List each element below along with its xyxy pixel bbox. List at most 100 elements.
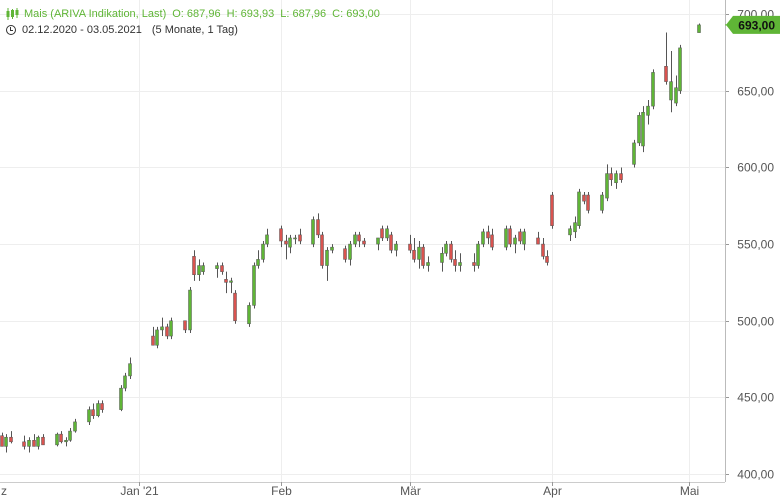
- x-axis: z Jan '21 Feb Mär Apr Mai: [0, 482, 725, 498]
- candle-down: [320, 231, 324, 269]
- candle-down: [284, 234, 288, 260]
- candle-body: [293, 237, 297, 240]
- candle-down: [233, 290, 237, 324]
- candle-up: [256, 250, 260, 269]
- candle-down: [508, 225, 512, 248]
- candle-up: [36, 435, 40, 450]
- candle-body: [353, 234, 357, 245]
- candle-body: [183, 320, 187, 331]
- candle-body: [536, 237, 540, 245]
- candle-body: [385, 228, 389, 239]
- candle-body: [697, 24, 701, 33]
- candle-up: [481, 228, 485, 248]
- candle-body: [247, 305, 251, 325]
- candle-up: [426, 256, 430, 272]
- candle-up: [201, 262, 205, 275]
- candle-body: [256, 259, 260, 266]
- candle-down: [0, 432, 4, 447]
- candle-up: [197, 259, 201, 281]
- candle-down: [490, 228, 494, 251]
- candle-body: [641, 112, 645, 147]
- x-tick-label: Jan '21: [120, 484, 159, 498]
- candle-up: [678, 44, 682, 94]
- candle-body: [486, 231, 490, 239]
- last-price-badge: [726, 15, 780, 34]
- candle-body: [440, 253, 444, 263]
- candle-body: [261, 243, 265, 260]
- candle-down: [298, 228, 302, 245]
- candle-down: [472, 253, 476, 272]
- candle-up: [568, 225, 572, 242]
- legend-open: O: 687,96: [172, 8, 221, 20]
- candle-down: [59, 431, 63, 444]
- candle-body: [265, 234, 269, 245]
- candle-body: [586, 194, 590, 211]
- candle-body: [201, 265, 205, 272]
- legend-ohlc-row: Mais (ARIVA Indikation, Last) O: 687,96 …: [6, 6, 380, 22]
- candle-down: [619, 167, 623, 183]
- candle-up: [265, 228, 269, 248]
- candle-down: [22, 435, 26, 450]
- candle-up: [128, 357, 132, 379]
- candle-down: [582, 191, 586, 205]
- candle-down: [224, 271, 228, 294]
- candle-down: [362, 237, 366, 248]
- candle-body: [389, 234, 393, 251]
- candle-body: [68, 430, 72, 441]
- candle-body: [197, 265, 201, 275]
- candle-up: [417, 241, 421, 269]
- x-tick-label: Feb: [271, 484, 292, 498]
- candle-body: [100, 403, 104, 410]
- candle-down: [91, 403, 95, 419]
- candle-down: [32, 434, 36, 447]
- legend-period: (5 Monate, 1 Tag): [151, 24, 238, 36]
- candle-body: [522, 231, 526, 245]
- legend-high: H: 693,93: [226, 8, 275, 20]
- candle-up: [215, 262, 219, 278]
- candle-up: [458, 253, 462, 272]
- candle-up: [229, 277, 233, 294]
- candle-down: [421, 244, 425, 269]
- candle-up: [64, 437, 68, 447]
- y-tick-label: 450,00: [737, 391, 774, 405]
- candle-up: [600, 191, 604, 214]
- candle-up: [646, 99, 650, 125]
- candle-up: [325, 247, 329, 281]
- candle-body: [36, 436, 40, 447]
- candle-body: [614, 173, 618, 184]
- candle-up: [87, 406, 91, 425]
- candle-body: [343, 248, 347, 260]
- candle-body: [22, 441, 26, 447]
- candle-body: [651, 72, 655, 107]
- candle-body: [664, 66, 668, 82]
- candle-up: [288, 234, 292, 254]
- candle-up: [394, 241, 398, 257]
- candle-down: [664, 32, 668, 85]
- candle-down: [518, 228, 522, 245]
- candle-body: [637, 115, 641, 144]
- candle-body: [674, 87, 678, 104]
- legend-close: C: 693,00: [332, 8, 380, 20]
- candle-up: [123, 372, 127, 392]
- candle-body: [215, 265, 219, 269]
- x-tick-label: Mär: [400, 484, 421, 498]
- candle-up: [348, 241, 352, 266]
- candle-body: [426, 262, 430, 266]
- candle-body: [32, 440, 36, 447]
- candle-body: [453, 259, 457, 266]
- candle-down: [412, 237, 416, 263]
- candle-up: [573, 216, 577, 238]
- candle-up: [385, 225, 389, 242]
- y-tick-label: 600,00: [737, 161, 774, 175]
- candle-body: [73, 421, 77, 432]
- candle-up: [614, 170, 618, 189]
- candle-up: [641, 106, 645, 153]
- candle-down: [279, 225, 283, 248]
- y-tick-label: 650,00: [737, 85, 774, 99]
- candle-down: [586, 191, 590, 214]
- candle-body: [449, 243, 453, 260]
- candle-body: [4, 436, 8, 447]
- candle-body: [417, 246, 421, 260]
- last-price-marker: 693,00: [725, 15, 780, 34]
